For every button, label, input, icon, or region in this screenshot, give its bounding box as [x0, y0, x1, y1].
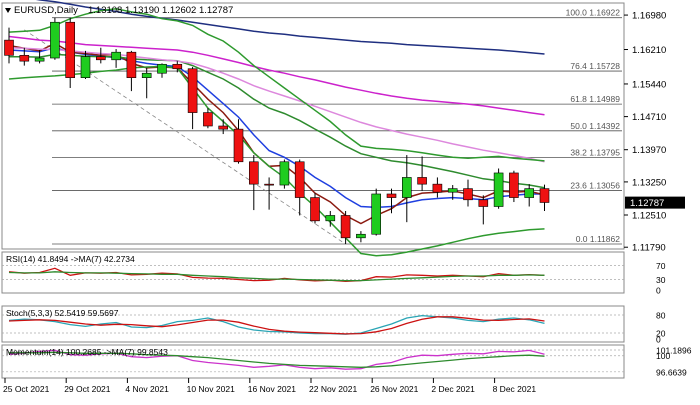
x-tick-label: 4 Nov 2021 [125, 384, 169, 394]
bull-candle [325, 215, 336, 222]
overlay-line [8, 35, 545, 116]
x-tick-label: 10 Nov 2021 [187, 384, 235, 394]
bull-candle [111, 51, 121, 61]
overlay-line [8, 46, 545, 163]
fib-label: 76.4 1.15728 [570, 61, 620, 71]
bear-candle [432, 183, 443, 193]
x-tick-label: 16 Nov 2021 [248, 384, 296, 394]
level-label: 20 [656, 329, 666, 339]
bull-candle [401, 177, 412, 198]
fib-label: 100.0 1.16922 [566, 8, 621, 18]
momentum-panel-frame [1, 344, 625, 379]
bull-candle [356, 233, 366, 239]
overlay-line [35, 0, 545, 55]
price-axis: 1.16980 1.16210 1.15440 1.14710 1.13970 1.132… [624, 11, 666, 254]
y-tick-label: 1.16210 [632, 45, 666, 56]
bear-candle [509, 172, 519, 198]
bear-candle [96, 56, 106, 61]
indicator-line [8, 349, 545, 370]
bear-candle [478, 199, 489, 207]
x-tick-label: 2 Dec 2021 [431, 384, 475, 394]
bull-candle [493, 172, 504, 207]
bull-candle [50, 21, 60, 59]
date-axis: 25 Oct 2021 29 Oct 2021 4 Nov 2021 10 Nov 2… [3, 378, 536, 394]
level-label: 101.1896 [656, 345, 692, 355]
panel-stochastic: 80 200 Stoch(5,3,3) 52.5419 59.5697 [2, 308, 666, 345]
overlay-line [8, 65, 545, 257]
bear-candle [187, 68, 198, 113]
panel-label: RSI(14) 41.8494 ->MA(7) 42.2734 [6, 254, 135, 264]
bear-candle [463, 188, 473, 201]
fib-label: 23.6 1.13056 [570, 181, 620, 191]
x-tick-label: 25 Oct 2021 [3, 384, 50, 394]
bear-candle [264, 183, 274, 186]
level-label: 100 [656, 351, 670, 361]
trend-line-segment [24, 29, 346, 245]
overlay-line [8, 8, 545, 162]
bear-candle [65, 21, 75, 78]
x-tick-label: 8 Dec 2021 [493, 384, 537, 394]
y-tick-label: 1.13250 [632, 177, 666, 188]
bear-candle [233, 128, 244, 163]
bull-candle [524, 188, 535, 198]
panel-label: Stoch(5,3,3) 52.5419 59.5697 [6, 308, 119, 318]
x-tick-label: 29 Oct 2021 [64, 384, 111, 394]
last-price-box [625, 196, 685, 209]
symbol-label: EURUSD,Daily [14, 5, 78, 16]
bear-candle [126, 51, 137, 78]
indicator-line [8, 271, 545, 282]
ohlc-readout: 1.13108 1.13190 1.12602 1.12787 [88, 5, 233, 16]
level-label: 30 [656, 275, 666, 285]
level-label: 0 [656, 286, 661, 296]
bull-candle [279, 161, 290, 186]
panel-label: Momentum(14) 100.2685 ->MA(7) 99.8543 [6, 347, 168, 357]
last-price-tag: 1.12787 [625, 196, 685, 209]
bull-candle [371, 193, 382, 235]
y-tick-label: 1.16980 [632, 11, 666, 22]
y-tick-label: 1.11790 [632, 243, 666, 254]
x-tick-label: 22 Nov 2021 [309, 384, 357, 394]
bear-candle [172, 63, 183, 70]
fib-label: 61.8 1.14989 [570, 94, 620, 104]
indicator-line [8, 316, 545, 335]
panel-rsi: 70 300 RSI(14) 41.8494 ->MA(7) 42.2734 [2, 254, 666, 296]
x-tick-label: 26 Nov 2021 [370, 384, 418, 394]
candles [4, 17, 550, 245]
bull-candle [80, 56, 91, 78]
bull-candle [141, 72, 152, 78]
bear-candle [417, 177, 427, 185]
fib-label: 38.2 1.13795 [570, 148, 620, 158]
bear-candle [19, 55, 30, 62]
y-tick-label: 1.13970 [632, 145, 666, 156]
fib-label: 0.0 1.11862 [576, 234, 621, 244]
bear-candle [340, 215, 351, 239]
bear-candle [4, 39, 14, 56]
bull-candle [447, 188, 458, 193]
bear-candle [249, 161, 259, 185]
bear-candle [218, 125, 228, 130]
bear-candle [539, 188, 550, 203]
bear-candle [310, 197, 320, 222]
level-label: 70 [656, 261, 666, 271]
last-price-label: 1.12787 [630, 198, 664, 209]
chart-menu-triangle-icon[interactable] [5, 8, 11, 13]
y-tick-label: 1.14710 [632, 112, 666, 123]
level-label: 0 [656, 335, 661, 345]
bull-candle [157, 63, 167, 74]
y-tick-label: 1.12510 [632, 211, 666, 222]
bear-candle [386, 193, 397, 198]
indicator-line [9, 351, 545, 368]
y-tick-label: 1.15440 [632, 79, 666, 90]
bear-candle [294, 161, 305, 198]
bull-candle [34, 57, 45, 62]
level-label: 80 [656, 311, 666, 321]
level-label: 96.6639 [656, 367, 687, 377]
fib-label: 50.0 1.14392 [570, 121, 620, 131]
bear-candle [203, 112, 213, 127]
trend-line [24, 29, 346, 245]
